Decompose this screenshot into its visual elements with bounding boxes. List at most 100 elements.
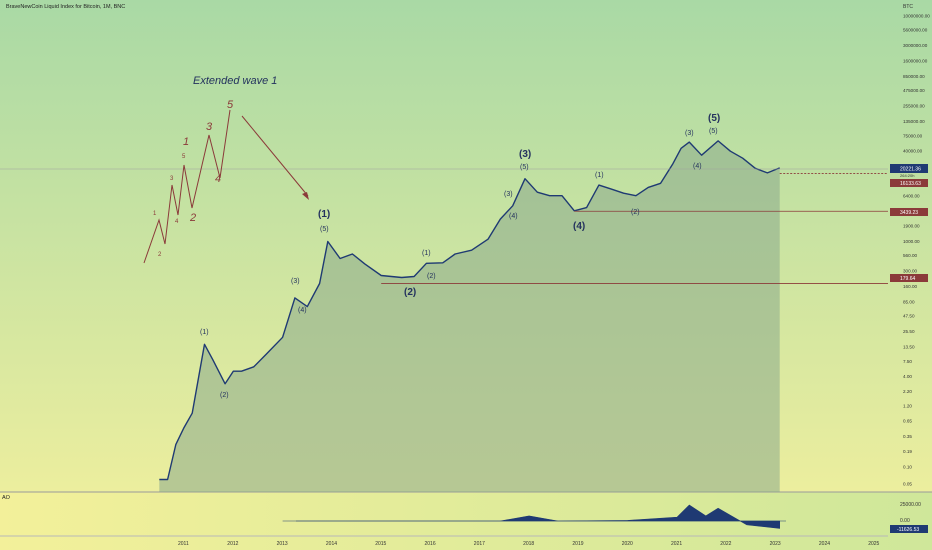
level-badge-1-text: 3439.23 xyxy=(900,210,918,216)
major-label-1: (1) xyxy=(318,209,330,220)
time-tick-2022: 2022 xyxy=(720,541,731,547)
minor-label-10: (5) xyxy=(520,164,529,171)
time-axis[interactable]: 2011 2012 2013 2014 2015 2016 2017 2018 2019 2020… xyxy=(178,541,880,547)
minor-label-1: (1) xyxy=(200,329,209,336)
wave1-big-2: 2 xyxy=(189,212,196,224)
time-tick-2011: 2011 xyxy=(178,541,189,547)
minor-label-3: (3) xyxy=(291,278,300,285)
level-badge-0-text: 16133.63 xyxy=(900,181,921,187)
major-label-2: (2) xyxy=(404,287,416,298)
ao-histogram[interactable] xyxy=(282,504,780,529)
price-tick-12: 1900.00 xyxy=(903,223,920,228)
price-tick-10: 6400.00 xyxy=(903,194,920,199)
price-axis[interactable]: 10000000.00 5600000.00 3000000.00 1600000.0… xyxy=(903,14,930,487)
price-tick-2: 3000000.00 xyxy=(903,43,928,48)
minor-label-7: (2) xyxy=(427,273,436,280)
price-tick-19: 25.50 xyxy=(903,329,915,334)
price-tick-9: 40000.00 xyxy=(903,149,923,154)
wave1-label-3: 3 xyxy=(170,176,174,182)
last-price-sub: 264:20h xyxy=(900,173,914,178)
price-tick-15: 300.00 xyxy=(903,268,917,273)
price-line[interactable] xyxy=(159,140,780,481)
minor-label-12: (4) xyxy=(693,163,702,170)
oscillator-name: AO xyxy=(2,495,11,501)
price-tick-20: 13.50 xyxy=(903,344,915,349)
price-tick-29: 0.05 xyxy=(903,482,912,487)
ao-value-badge xyxy=(890,525,928,533)
wave1-big-4: 4 xyxy=(215,173,221,185)
price-tick-22: 4.00 xyxy=(903,374,912,379)
wave1-big-5: 5 xyxy=(227,99,234,111)
price-tick-6: 255000.00 xyxy=(903,103,925,108)
minor-label-8: (3) xyxy=(504,191,513,198)
ao-tick-0: 0.00 xyxy=(900,518,910,524)
minor-label-13: (5) xyxy=(709,128,718,135)
price-tick-14: 560.00 xyxy=(903,253,917,258)
price-area xyxy=(159,140,780,492)
time-tick-2023: 2023 xyxy=(770,541,781,547)
time-tick-2024: 2024 xyxy=(819,541,830,547)
time-tick-2025: 2025 xyxy=(868,541,879,547)
wave1-label-1: 1 xyxy=(153,211,157,217)
currency-label: BTC xyxy=(903,4,913,10)
price-tick-24: 1.20 xyxy=(903,404,912,409)
price-tick-0: 10000000.00 xyxy=(903,14,930,19)
ao-tick-25000: 25000.00 xyxy=(900,502,921,508)
price-tick-27: 0.19 xyxy=(903,449,912,454)
time-tick-2015: 2015 xyxy=(375,541,386,547)
price-tick-17: 85.00 xyxy=(903,299,915,304)
price-tick-3: 1600000.00 xyxy=(903,58,928,63)
arrow-head xyxy=(302,192,309,200)
price-tick-28: 0.10 xyxy=(903,465,912,470)
price-tick-21: 7.50 xyxy=(903,359,912,364)
last-price-badge xyxy=(890,164,928,173)
wave1-label-2: 2 xyxy=(158,252,162,258)
wave1-label-5: 5 xyxy=(182,154,186,160)
major-label-3: (3) xyxy=(519,149,531,160)
price-tick-25: 0.65 xyxy=(903,419,912,424)
minor-label-11: (3) xyxy=(685,130,694,137)
wave1-label-4: 4 xyxy=(175,219,179,225)
level-badge-0 xyxy=(890,179,928,187)
last-price-text: 20221.36 xyxy=(900,167,921,173)
price-tick-23: 2.20 xyxy=(903,389,912,394)
minor-label-14: (1) xyxy=(595,172,604,179)
minor-label-4: (4) xyxy=(298,307,307,314)
arrow-line[interactable] xyxy=(241,115,309,197)
price-tick-26: 0.35 xyxy=(903,434,912,439)
level-badge-2 xyxy=(890,274,928,282)
minor-label-6: (1) xyxy=(422,250,431,257)
time-tick-2016: 2016 xyxy=(425,541,436,547)
extended-wave-title: Extended wave 1 xyxy=(193,75,277,87)
ao-value-text: -11626.53 xyxy=(897,527,919,533)
price-tick-7: 135000.00 xyxy=(903,119,925,124)
price-tick-1: 5600000.00 xyxy=(903,28,928,33)
price-tick-8: 75000.00 xyxy=(903,133,923,138)
time-tick-2021: 2021 xyxy=(671,541,682,547)
minor-label-15: (2) xyxy=(631,209,640,216)
time-tick-2019: 2019 xyxy=(572,541,583,547)
price-tick-16: 160.00 xyxy=(903,284,917,289)
price-tick-4: 850000.00 xyxy=(903,74,925,79)
time-tick-2013: 2013 xyxy=(277,541,288,547)
time-tick-2014: 2014 xyxy=(326,541,337,547)
price-tick-18: 47.50 xyxy=(903,314,915,319)
chart-title: BraveNewCoin Liquid Index for Bitcoin, 1… xyxy=(6,4,125,10)
minor-label-2: (2) xyxy=(220,392,229,399)
extended-wave-drawing[interactable] xyxy=(143,109,231,264)
price-tick-13: 1000.00 xyxy=(903,239,920,244)
price-tick-5: 475000.00 xyxy=(903,88,925,93)
level-badge-2-text: 179.64 xyxy=(900,276,916,282)
time-tick-2018: 2018 xyxy=(523,541,534,547)
major-label-4: (4) xyxy=(573,221,585,232)
major-label-5: (5) xyxy=(708,113,720,124)
wave1-big-1: 1 xyxy=(183,136,189,148)
time-tick-2020: 2020 xyxy=(622,541,633,547)
wave1-big-3: 3 xyxy=(206,121,213,133)
minor-label-9: (4) xyxy=(509,213,518,220)
level-badge-1 xyxy=(890,208,928,216)
time-tick-2017: 2017 xyxy=(474,541,485,547)
minor-label-5: (5) xyxy=(320,226,329,233)
